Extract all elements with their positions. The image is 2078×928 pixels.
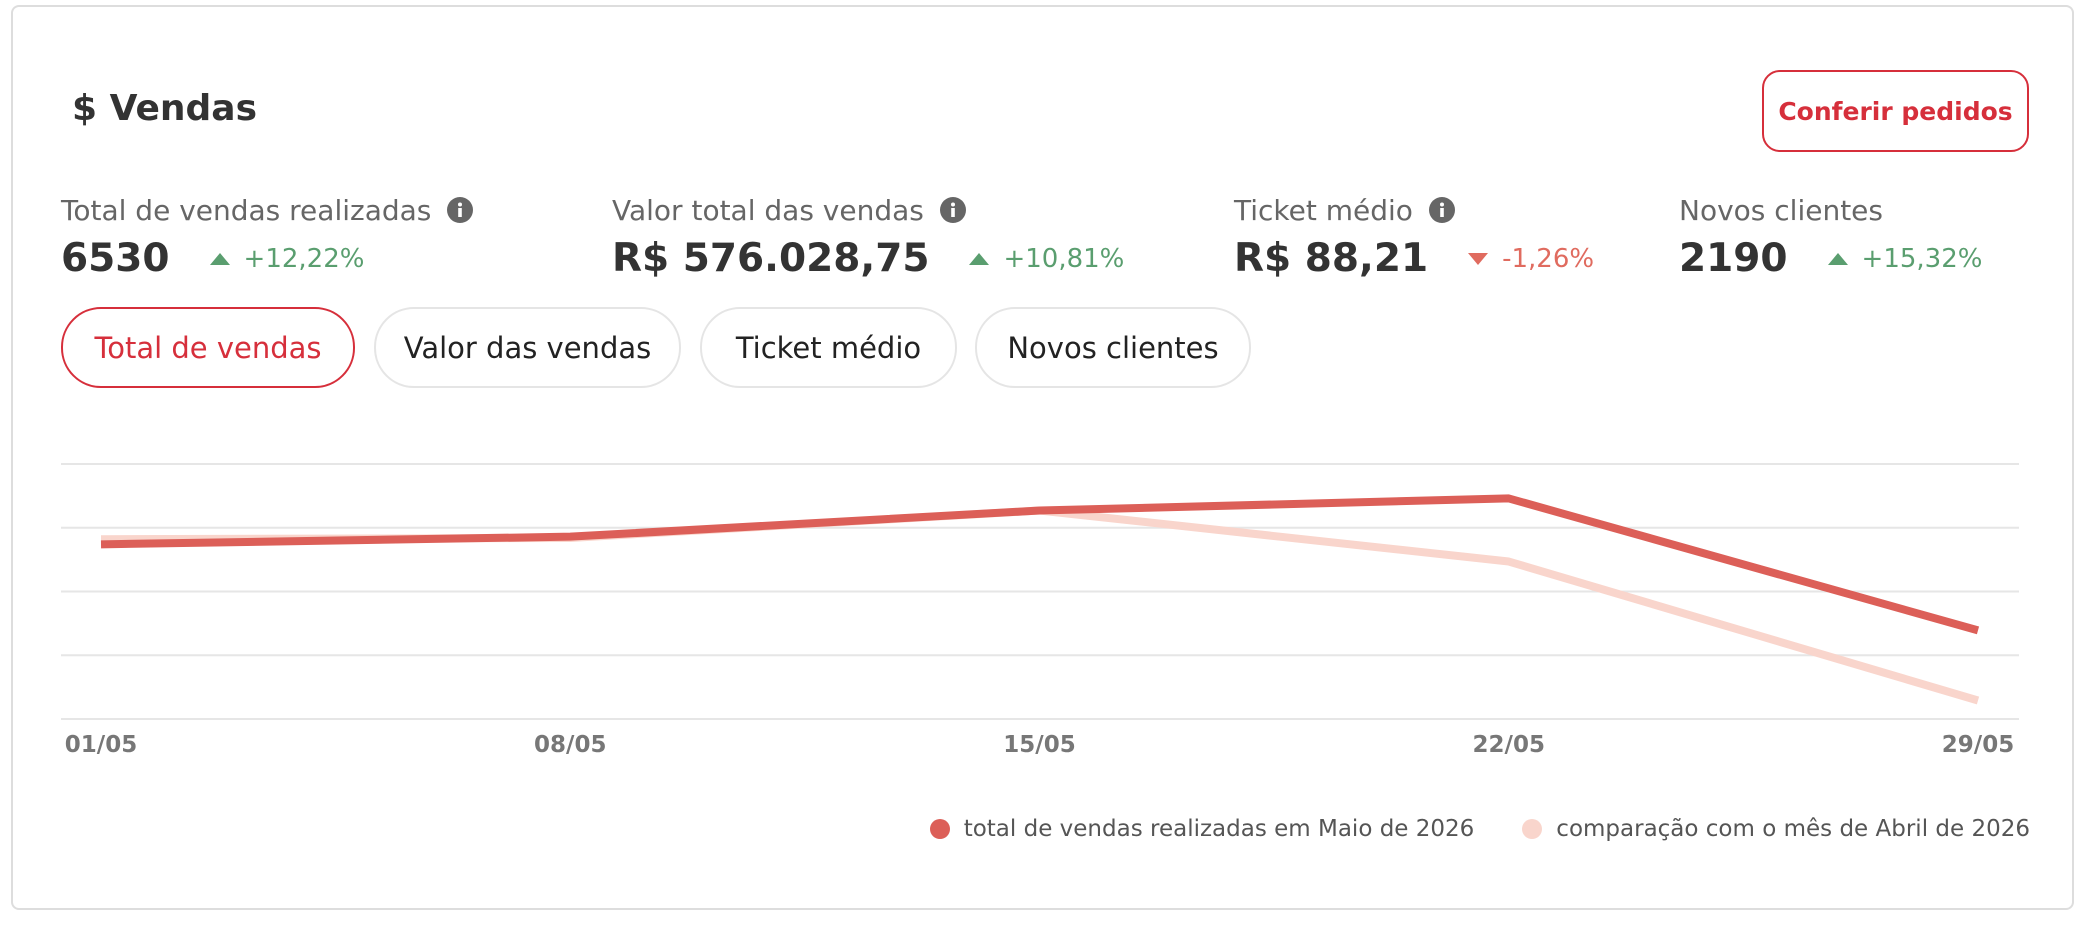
kpi-value: R$ 576.028,75 [612, 236, 930, 281]
legend-label: total de vendas realizadas em Maio de 20… [963, 816, 1475, 842]
tab[interactable]: Valor das vendas [374, 307, 681, 388]
x-tick-label: 08/05 [534, 732, 606, 758]
x-tick-label: 01/05 [65, 732, 137, 758]
kpi: Valor total das vendas R$ 576.028,75 +10,8… [612, 190, 1124, 282]
trend-arrow [1468, 252, 1489, 265]
tab[interactable]: Ticket médio [700, 307, 957, 388]
orders-button[interactable]: Conferir pedidos [1762, 70, 2029, 152]
kpi-label: Valor total das vendas [612, 193, 924, 227]
card-title: $ Vendas [72, 88, 258, 129]
kpi-label: Ticket médio [1234, 193, 1413, 227]
kpi-label-row: Ticket médio [1234, 190, 1594, 230]
kpi-row: R$ 88,21 -1,26% [1234, 236, 1594, 281]
kpi-label-row: Novos clientes [1679, 190, 1982, 230]
kpi-change: +15,32% [1827, 243, 1983, 274]
trend-arrow [1827, 252, 1848, 265]
tab[interactable]: Novos clientes [975, 307, 1251, 388]
kpi: Novos clientes 2190 +15,32% [1679, 190, 1982, 282]
info-dot [950, 202, 955, 207]
kpi-label-row: Total de vendas realizadas [61, 190, 474, 230]
legend-item: comparação com o mês de Abril de 2026 [1522, 816, 2030, 842]
kpi-row: 6530 +12,22% [61, 236, 473, 281]
kpi-label-row: Valor total das vendas [612, 190, 1124, 230]
kpi-change-text: -1,26% [1502, 243, 1595, 274]
info-bar [1440, 208, 1444, 217]
kpi: Ticket médio R$ 88,21 -1,26% [1234, 190, 1594, 282]
trend-triangle [1827, 252, 1848, 265]
kpi: Total de vendas realizadas 6530 +12,22% [61, 190, 474, 281]
info-dot [458, 202, 463, 207]
info-icon [939, 197, 966, 223]
sales-card [11, 5, 2074, 910]
info-bar [951, 208, 955, 217]
series-line [100, 494, 1980, 635]
x-tick-label: 29/05 [1942, 732, 2014, 758]
info-dot [1439, 202, 1444, 207]
legend-swatch [929, 819, 950, 839]
trend-triangle [1468, 252, 1489, 265]
kpi-change: -1,26% [1468, 244, 1594, 274]
kpi-row: R$ 576.028,75 +10,81% [612, 236, 1124, 281]
kpi-change-text: +12,22% [243, 243, 365, 274]
kpi-row: 2190 +15,32% [1679, 236, 1982, 281]
tab[interactable]: Total de vendas [61, 307, 355, 388]
kpi-change-text: +15,32% [1861, 243, 1983, 274]
info-bar [458, 208, 463, 217]
kpi-change-text: +10,81% [1003, 243, 1125, 274]
kpi-change: +10,81% [969, 244, 1124, 274]
kpi-value: 2190 [1679, 236, 1788, 281]
kpi-value: R$ 88,21 [1234, 236, 1429, 281]
trend-arrow [209, 252, 230, 265]
legend: total de vendas realizadas em Maio de 20… [929, 816, 2030, 842]
info-icon [447, 197, 474, 223]
trend-triangle [969, 252, 990, 265]
trend-triangle [209, 252, 230, 265]
legend-swatch [1522, 819, 1543, 839]
chart: 01/05 08/05 15/05 22/05 29/05 [61, 463, 2019, 758]
kpi-label: Novos clientes [1679, 193, 1883, 227]
kpi-value: 6530 [61, 236, 170, 281]
legend-label: comparação com o mês de Abril de 2026 [1556, 816, 2030, 842]
trend-arrow [969, 252, 990, 265]
x-tick-label: 15/05 [1003, 732, 1075, 758]
x-tick-label: 22/05 [1473, 732, 1545, 758]
legend-item: total de vendas realizadas em Maio de 20… [929, 816, 1475, 842]
kpi-change: +12,22% [209, 243, 365, 274]
info-icon [1428, 197, 1455, 223]
kpi-label: Total de vendas realizadas [61, 193, 432, 227]
